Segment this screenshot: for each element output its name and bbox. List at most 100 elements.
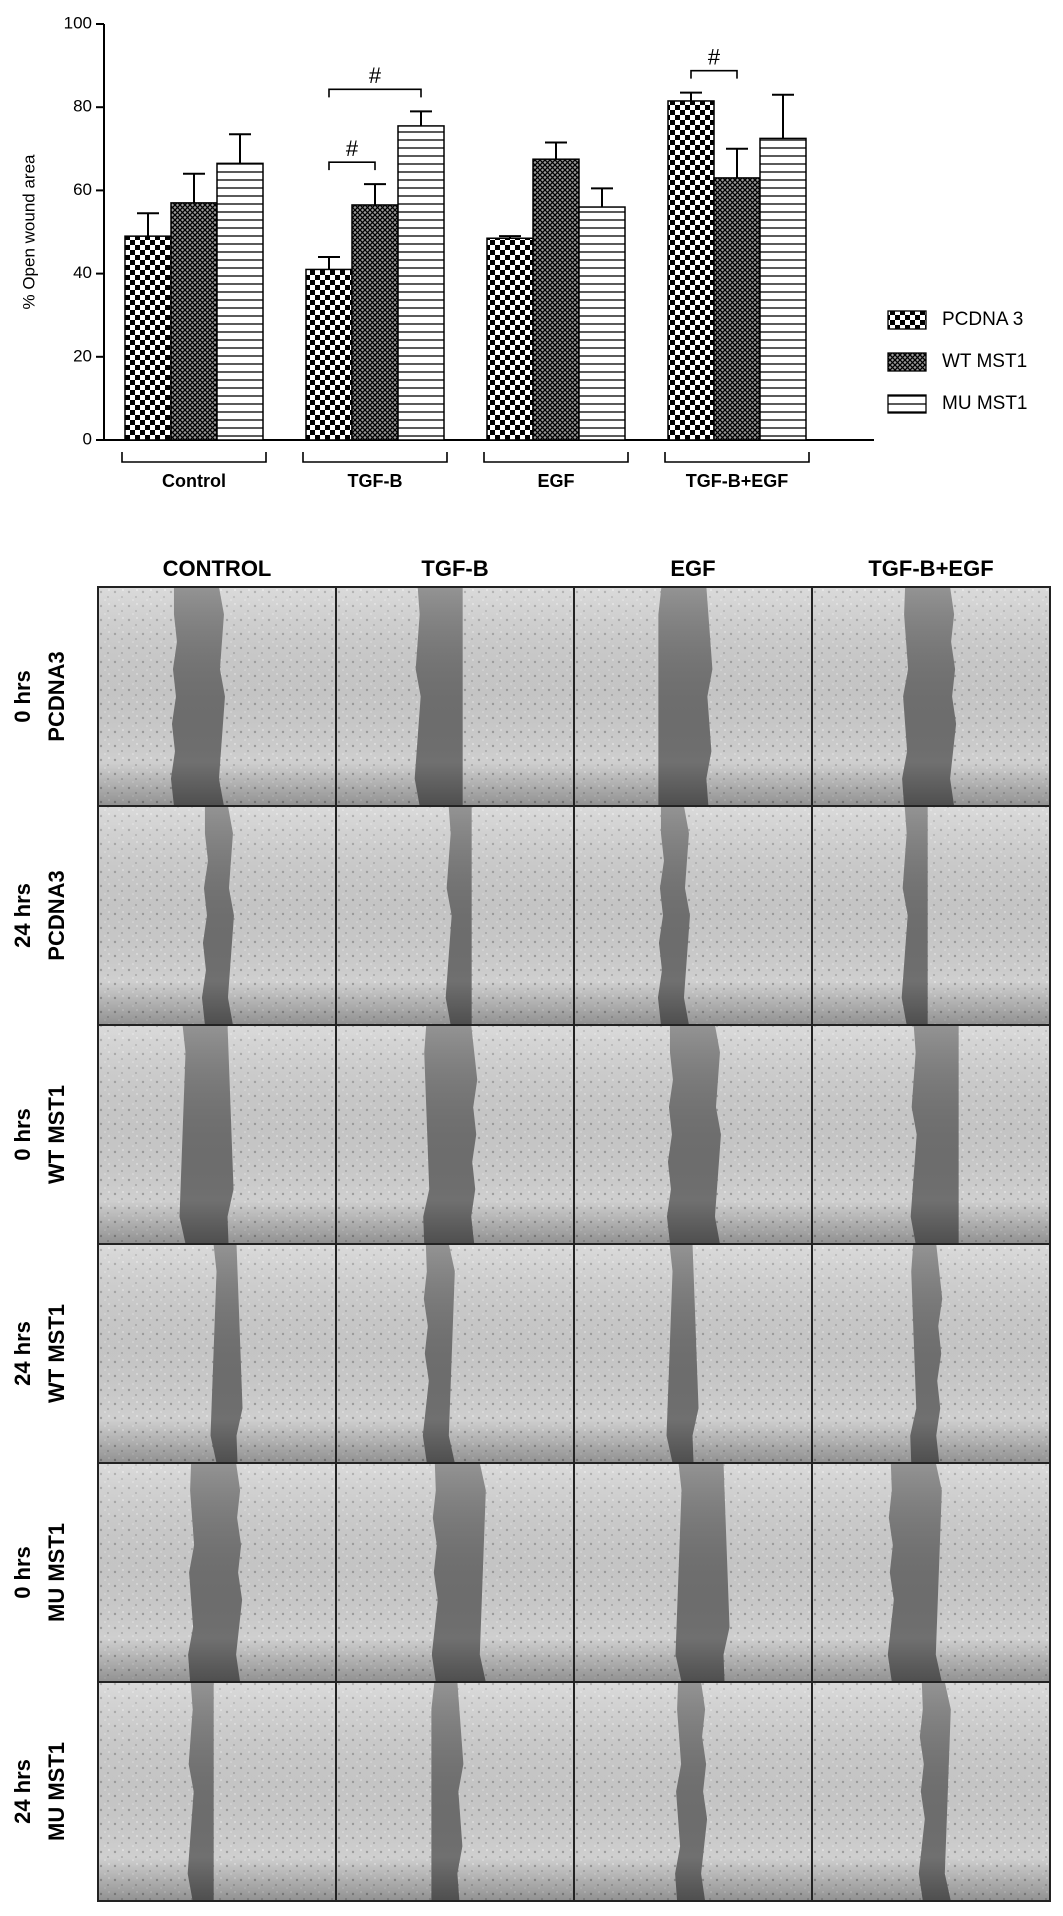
micrograph [811, 1024, 1051, 1245]
micrograph [97, 1462, 337, 1683]
x-tick-label: EGF [537, 471, 574, 491]
y-tick-label: 20 [73, 346, 92, 365]
significance-mark: # [346, 136, 359, 161]
micrograph-shade [98, 587, 336, 806]
micrograph [811, 1243, 1051, 1464]
column-header: TGF-B+EGF [868, 556, 993, 581]
micrograph [573, 586, 813, 807]
y-axis-label: % Open wound area [19, 154, 38, 310]
y-tick-label: 80 [73, 97, 92, 116]
micrograph-shade [336, 806, 574, 1025]
bar [667, 100, 715, 441]
micrograph-shade [812, 587, 1050, 806]
row-group-label: MU MST1 [44, 1742, 69, 1841]
column-header: CONTROL [163, 556, 272, 581]
micrograph [97, 1024, 337, 1245]
micrograph [811, 1462, 1051, 1683]
micrograph [335, 1243, 575, 1464]
micrograph-shade [336, 1025, 574, 1244]
micrograph [573, 1024, 813, 1245]
micrograph [811, 586, 1051, 807]
row-time-label: 24 hrs [10, 1759, 35, 1824]
column-header: EGF [670, 556, 715, 581]
micrograph-shade [574, 1682, 812, 1901]
legend-swatch [887, 310, 927, 330]
micrograph-shade [812, 806, 1050, 1025]
micrograph [97, 1243, 337, 1464]
row-time-label: 0 hrs [10, 1108, 35, 1161]
micrograph [573, 805, 813, 1026]
significance-bracket [690, 69, 738, 79]
micrograph-shade [98, 806, 336, 1025]
micrograph-shade [812, 1682, 1050, 1901]
y-tick-label: 40 [73, 263, 92, 282]
legend-swatch [887, 352, 927, 372]
micrograph-shade [574, 806, 812, 1025]
micrograph-shade [574, 1025, 812, 1244]
legend-label: PCDNA 3 [942, 309, 1023, 330]
micrograph-shade [812, 1463, 1050, 1682]
legend-swatch [887, 394, 927, 414]
micrograph-shade [574, 1244, 812, 1463]
micrograph-shade [336, 1244, 574, 1463]
row-group-label: WT MST1 [44, 1085, 69, 1184]
bar [532, 158, 580, 441]
bar [578, 206, 626, 441]
bar [216, 162, 264, 441]
row-group-label: PCDNA3 [44, 870, 69, 960]
micrograph [97, 805, 337, 1026]
y-tick-label: 0 [83, 429, 92, 448]
row-time-label: 24 hrs [10, 1321, 35, 1386]
significance-mark: # [708, 44, 721, 69]
row-time-label: 0 hrs [10, 1546, 35, 1599]
micrograph-shade [98, 1244, 336, 1463]
bar [305, 268, 353, 441]
micrograph-shade [98, 1025, 336, 1244]
x-tick-label: Control [162, 471, 226, 491]
bar [351, 204, 399, 441]
row-group-label: PCDNA3 [44, 651, 69, 741]
legend-label: WT MST1 [942, 351, 1027, 372]
micrograph-shade [812, 1244, 1050, 1463]
bar [170, 202, 218, 441]
micrograph-shade [812, 1025, 1050, 1244]
legend-label: MU MST1 [942, 393, 1028, 414]
micrograph [811, 1681, 1051, 1902]
bar [124, 235, 172, 441]
micrograph-shade [336, 1463, 574, 1682]
micrograph [573, 1681, 813, 1902]
significance-bracket [328, 161, 376, 171]
micrograph-shade [98, 1463, 336, 1682]
row-time-label: 24 hrs [10, 883, 35, 948]
bar [713, 177, 761, 441]
micrograph [573, 1462, 813, 1683]
category-bracket [483, 452, 629, 463]
micrograph [335, 1681, 575, 1902]
micrograph [335, 805, 575, 1026]
significance-mark: # [369, 63, 382, 88]
micrograph-shade [574, 587, 812, 806]
row-group-label: MU MST1 [44, 1523, 69, 1622]
micrograph [335, 586, 575, 807]
column-header: TGF-B [421, 556, 488, 581]
x-tick-label: TGF-B [348, 471, 403, 491]
micrograph [97, 586, 337, 807]
micrograph [335, 1024, 575, 1245]
micrograph-shade [574, 1463, 812, 1682]
micrograph-shade [336, 587, 574, 806]
x-tick-label: TGF-B+EGF [686, 471, 789, 491]
micrograph-shade [98, 1682, 336, 1901]
micrograph-shade [336, 1682, 574, 1901]
category-bracket [664, 452, 810, 463]
row-time-label: 0 hrs [10, 670, 35, 723]
micrograph [811, 805, 1051, 1026]
significance-bracket [328, 88, 422, 98]
micrograph [573, 1243, 813, 1464]
micrograph [97, 1681, 337, 1902]
row-group-label: WT MST1 [44, 1304, 69, 1403]
micrograph-border [811, 1681, 1051, 1902]
micrograph [335, 1462, 575, 1683]
bar [397, 125, 445, 441]
